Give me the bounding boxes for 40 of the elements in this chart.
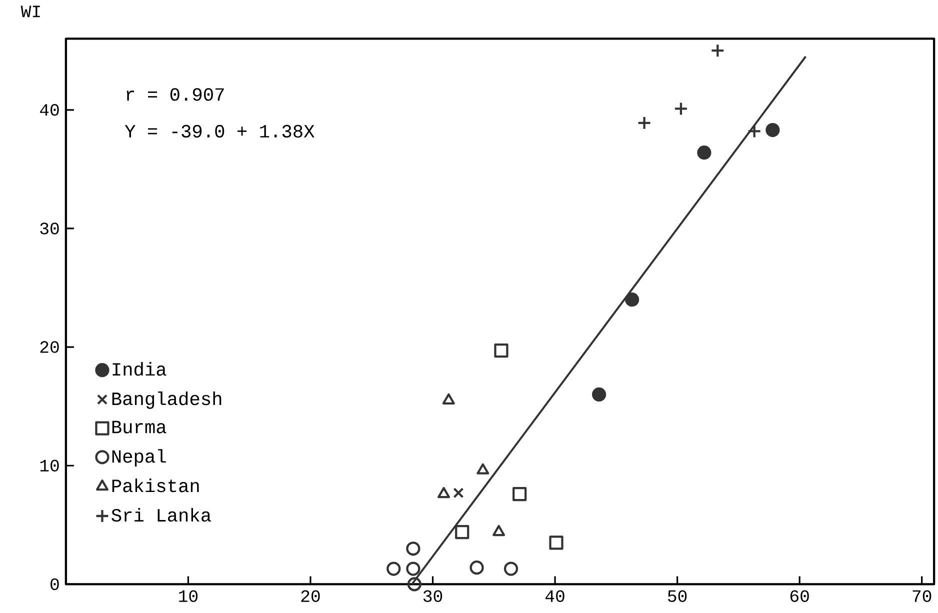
annotation: Y = -39.0 + 1.38X xyxy=(124,124,314,138)
point xyxy=(406,562,420,576)
point xyxy=(549,536,564,550)
y-tick-label: 40 xyxy=(40,104,59,116)
legend-label: Nepal xyxy=(112,449,166,466)
legend-label: Bangladesh xyxy=(112,391,222,409)
x-tick-label: 30 xyxy=(423,590,442,602)
point xyxy=(406,541,420,556)
point xyxy=(438,486,450,498)
y-tick-label: 20 xyxy=(40,341,59,353)
x-tick-label: 60 xyxy=(790,590,809,602)
point xyxy=(442,393,455,404)
point xyxy=(625,292,640,307)
y-tick-label: 10 xyxy=(40,460,59,472)
y-axis-title: WI xyxy=(20,6,40,18)
point xyxy=(407,577,422,592)
x-tick-label: 50 xyxy=(668,590,687,602)
point xyxy=(697,145,712,160)
point xyxy=(766,122,780,138)
legend-label: Sri Lanka xyxy=(112,508,211,522)
point xyxy=(494,343,508,358)
x-tick-label: 70 xyxy=(912,590,932,602)
point xyxy=(455,524,470,540)
x-tick-label: 40 xyxy=(546,590,564,602)
annotation: r = 0.907 xyxy=(126,88,224,101)
point xyxy=(492,524,506,536)
point xyxy=(476,463,490,474)
point xyxy=(592,387,606,402)
point xyxy=(386,562,401,576)
x-tick-label: 20 xyxy=(301,590,320,602)
y-tick-label: 30 xyxy=(40,222,59,234)
y-tick-label: 0 xyxy=(50,578,59,590)
point xyxy=(470,560,484,575)
point xyxy=(504,562,518,576)
legend-label: Pakistan xyxy=(112,478,199,492)
point xyxy=(512,486,527,502)
legend-label: India xyxy=(112,362,166,376)
point xyxy=(453,488,464,498)
x-tick-label: 10 xyxy=(179,590,198,602)
legend-label: Burma xyxy=(112,420,166,434)
